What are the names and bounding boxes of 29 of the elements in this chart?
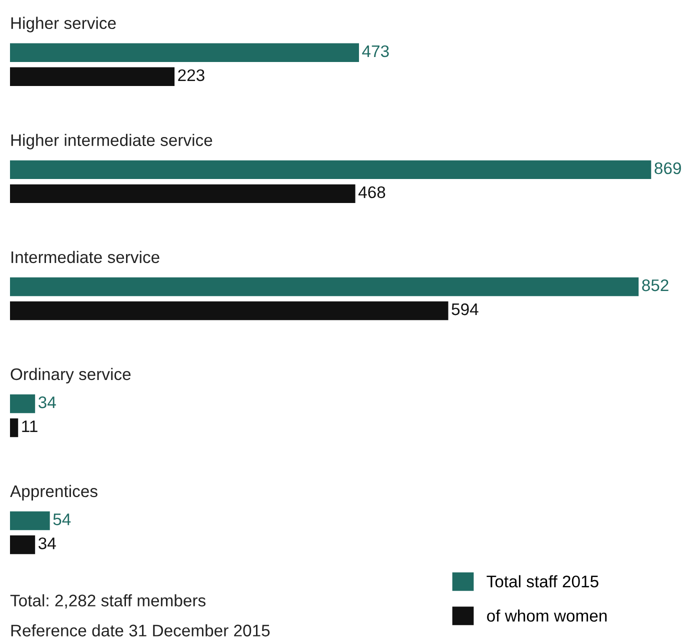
data-label: 473 [362, 45, 389, 58]
data-label: 11 [22, 420, 38, 432]
legend-label: of whom women [487, 609, 607, 622]
data-label: 34 [38, 396, 56, 408]
bar [10, 160, 652, 180]
y-tick-label: Apprentices [10, 484, 98, 500]
y-tick-label: Higher intermediate service [11, 134, 212, 150]
bar [10, 511, 50, 530]
bar [10, 394, 36, 414]
y-tick-label: Ordinary service [10, 368, 131, 384]
bar [10, 67, 175, 86]
data-label: 594 [452, 303, 478, 316]
data-label: 852 [642, 279, 668, 292]
legend-label: Total staff 2015 [486, 575, 598, 588]
bar [10, 277, 639, 296]
y-tick-label: Higher service [11, 16, 116, 32]
text: Total: 2,282 staff members [10, 594, 206, 608]
bar [10, 418, 18, 438]
y-tick-label: Intermediate service [12, 250, 160, 264]
bar [10, 535, 36, 554]
data-label: 34 [38, 537, 56, 550]
bar [10, 184, 356, 204]
bar [10, 301, 448, 320]
data-label: 869 [654, 162, 681, 174]
bar [10, 43, 359, 62]
text: Reference date 31 December 2015 [11, 624, 270, 636]
data-label: 54 [53, 514, 71, 526]
data-label: 468 [358, 186, 386, 198]
data-label: 223 [178, 69, 204, 82]
